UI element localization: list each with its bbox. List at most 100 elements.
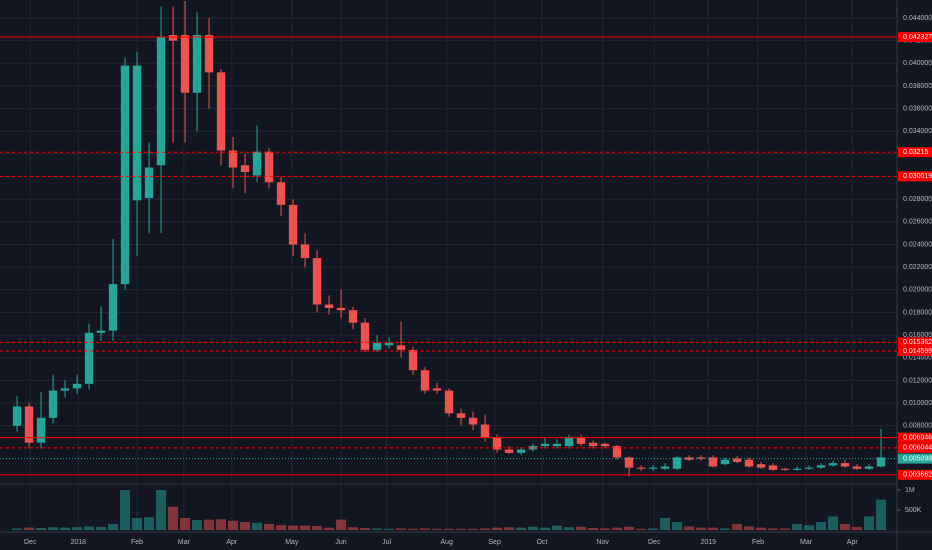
volume-bar xyxy=(636,528,647,530)
volume-bar xyxy=(540,527,551,530)
candle-body xyxy=(540,443,550,447)
candle-body xyxy=(384,343,394,346)
volume-bar xyxy=(864,516,875,530)
volume-bar xyxy=(156,490,167,530)
candle-body xyxy=(828,463,838,466)
y-tick-label: 0.026000 xyxy=(903,219,932,226)
candle-body xyxy=(852,466,862,469)
y-tick-label: 0.022000 xyxy=(903,264,932,271)
volume-bar xyxy=(204,519,215,530)
candle-body xyxy=(156,37,166,166)
volume-bar xyxy=(168,506,179,530)
candle-body xyxy=(804,467,814,469)
candle-body xyxy=(840,463,850,467)
candle-body xyxy=(252,151,262,176)
price-level-label: 0.003662 xyxy=(903,472,932,479)
x-tick-label: Apr xyxy=(847,539,859,546)
volume-bar xyxy=(480,528,491,530)
volume-bar xyxy=(840,524,851,530)
candle-body xyxy=(12,406,22,426)
volume-bar xyxy=(816,522,827,530)
candle-body xyxy=(36,417,46,443)
price-level-label: 0.042327 xyxy=(903,34,932,41)
candle-body xyxy=(120,65,130,285)
price-level-label: 0.03215 xyxy=(903,149,928,156)
price-level-label: 0.030019 xyxy=(903,173,932,180)
candle-body xyxy=(96,330,106,333)
x-tick-label: Nov xyxy=(596,539,609,546)
x-tick-label: Feb xyxy=(131,539,143,546)
last-price-label: 0.005098 xyxy=(903,455,932,462)
volume-bar xyxy=(264,524,275,530)
volume-bar xyxy=(60,527,71,530)
candle-body xyxy=(228,150,238,168)
candle-body xyxy=(864,466,874,469)
candle-body xyxy=(564,437,574,447)
volume-bar xyxy=(660,518,671,530)
candle-body xyxy=(720,459,730,465)
y-tick-label: 0.008000 xyxy=(903,423,932,430)
candle-body xyxy=(72,383,82,389)
candle-body xyxy=(792,468,802,470)
candle-body xyxy=(324,304,334,308)
candle-body xyxy=(456,413,466,418)
candle-body xyxy=(48,390,58,418)
price-level-label-bg xyxy=(898,31,932,42)
candle-body xyxy=(168,34,178,41)
volume-bar xyxy=(48,527,59,530)
y-tick-label: 0.024000 xyxy=(903,241,932,248)
candle-body xyxy=(420,370,430,391)
candle-body xyxy=(600,443,610,447)
y-tick-label: 0.044000 xyxy=(903,15,932,22)
candle-body xyxy=(816,465,826,468)
price-level-label-bg xyxy=(898,442,932,453)
x-tick-label: Jul xyxy=(382,539,391,546)
volume-bar xyxy=(552,525,563,530)
volume-bar xyxy=(84,526,95,530)
volume-bar xyxy=(384,528,395,530)
volume-bar xyxy=(564,527,575,530)
candle-body xyxy=(216,72,226,151)
candle-body xyxy=(84,332,94,384)
volume-bar xyxy=(768,528,779,530)
volume-bar xyxy=(792,524,803,530)
volume-bar xyxy=(372,528,383,530)
volume-bar xyxy=(612,527,623,530)
volume-bar xyxy=(624,526,635,530)
volume-bar xyxy=(672,522,683,530)
x-tick-label: Dec xyxy=(648,539,661,546)
volume-bar xyxy=(852,526,863,530)
price-level-label-bg xyxy=(898,432,932,443)
candle-body xyxy=(636,467,646,469)
candle-body xyxy=(300,244,310,259)
price-level-label: 0.006044 xyxy=(903,445,932,452)
candle-body xyxy=(648,467,658,469)
volume-bar xyxy=(12,528,23,530)
price-level-label-bg xyxy=(898,337,932,348)
y-tick-label: 0.028000 xyxy=(903,196,932,203)
x-tick-label: Mar xyxy=(800,539,813,546)
price-level-label-bg xyxy=(898,469,932,480)
x-tick-label: 2018 xyxy=(70,539,86,546)
price-level-label-bg xyxy=(898,147,932,158)
volume-bar xyxy=(876,499,887,530)
volume-bar xyxy=(72,527,83,530)
volume-bar xyxy=(780,528,791,530)
volume-bar xyxy=(444,528,455,530)
price-level-label-bg xyxy=(898,171,932,182)
price-level-label-bg xyxy=(898,345,932,356)
price-level-label: 0.015362 xyxy=(903,339,932,346)
volume-bar xyxy=(756,527,767,530)
candle-body xyxy=(240,165,250,173)
volume-tick-label: 1M xyxy=(905,487,915,494)
candle-body xyxy=(588,442,598,447)
volume-bar xyxy=(828,516,839,530)
x-tick-label: 2019 xyxy=(700,539,716,546)
volume-bar xyxy=(396,528,407,530)
candle-body xyxy=(288,204,298,245)
candle-body xyxy=(180,34,190,93)
volume-bar xyxy=(300,525,311,530)
volume-bar xyxy=(108,524,119,530)
volume-bar xyxy=(252,522,263,530)
candle-body xyxy=(432,388,442,391)
